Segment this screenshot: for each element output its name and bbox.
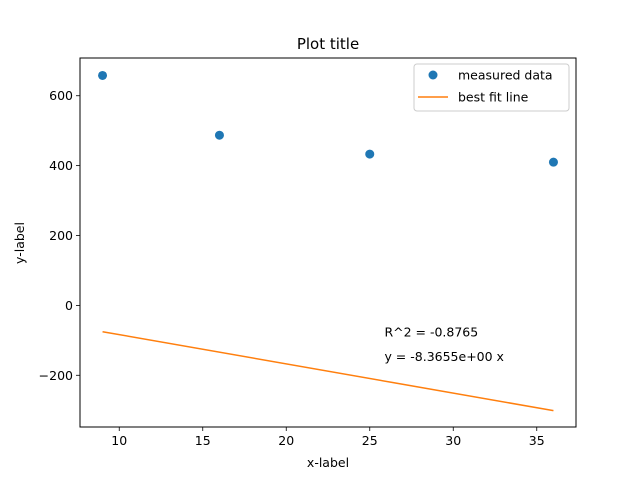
chart-title: Plot title (297, 35, 359, 53)
plot-frame (79, 57, 577, 428)
x-tick-label: 30 (445, 433, 461, 448)
annotation-text: R^2 = -0.8765 (384, 325, 478, 340)
x-axis-label: x-label (307, 455, 349, 470)
x-tick-label: 20 (278, 433, 294, 448)
legend-entry-label: measured data (458, 68, 553, 83)
data-point (98, 70, 108, 80)
y-tick-label: 0 (65, 298, 73, 313)
axes-ticks: 10 15 20 25 30 35 −200 0 200 400 600 (39, 88, 545, 448)
best-fit-line (102, 330, 554, 412)
y-tick-label: −200 (39, 368, 73, 383)
y-tick-label: 200 (49, 228, 73, 243)
legend: measured data best fit line (413, 63, 570, 112)
legend-box (413, 63, 570, 112)
annotation-text: y = -8.3655e+00 x (384, 349, 504, 364)
x-tick-label: 25 (362, 433, 378, 448)
y-axis-label: y-label (12, 222, 27, 264)
x-tick-label: 15 (195, 433, 211, 448)
plot-area (98, 70, 558, 412)
x-tick-label: 35 (529, 433, 545, 448)
annotations: R^2 = -0.8765 y = -8.3655e+00 x (384, 325, 504, 364)
data-point (214, 130, 224, 140)
y-tick-label: 400 (49, 158, 73, 173)
legend-entry-label: best fit line (458, 90, 529, 105)
data-point (548, 157, 558, 167)
legend-marker-swatch (428, 70, 438, 80)
x-tick-label: 10 (111, 433, 127, 448)
data-point (365, 149, 375, 159)
y-tick-label: 600 (49, 88, 73, 103)
